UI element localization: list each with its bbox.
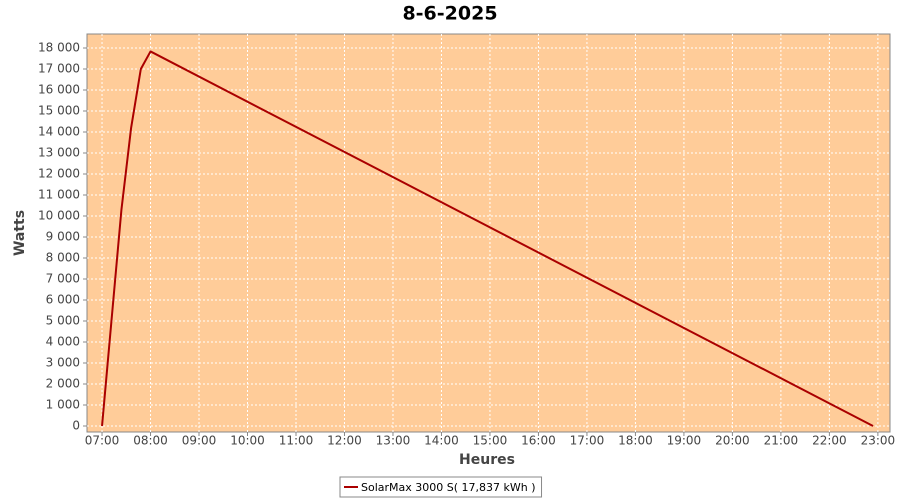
y-tick-label: 10 000 xyxy=(38,209,80,223)
legend-label: SolarMax 3000 S( 17,837 kWh ) xyxy=(361,481,536,494)
x-tick-label: 08:00 xyxy=(133,434,168,448)
x-tick-label: 19:00 xyxy=(667,434,702,448)
y-tick-label: 0 xyxy=(72,418,80,432)
y-tick-label: 3 000 xyxy=(46,355,80,369)
y-tick-label: 13 000 xyxy=(38,146,80,160)
x-tick-label: 11:00 xyxy=(279,434,314,448)
x-tick-label: 21:00 xyxy=(764,434,799,448)
y-tick-label: 18 000 xyxy=(38,41,80,55)
x-tick-label: 17:00 xyxy=(570,434,605,448)
y-tick-label: 1 000 xyxy=(46,397,80,411)
x-axis-label: Heures xyxy=(459,452,515,468)
x-tick-label: 20:00 xyxy=(715,434,750,448)
y-tick-label: 15 000 xyxy=(38,104,80,118)
y-tick-label: 8 000 xyxy=(46,250,80,264)
series-line xyxy=(101,50,874,427)
y-tick-label: 14 000 xyxy=(38,125,80,139)
y-tick-label: 5 000 xyxy=(46,313,80,327)
x-tick-label: 10:00 xyxy=(230,434,265,448)
y-tick-label: 4 000 xyxy=(46,334,80,348)
y-tick-label: 16 000 xyxy=(38,83,80,97)
y-axis-label: Watts xyxy=(12,210,28,256)
legend: SolarMax 3000 S( 17,837 kWh ) xyxy=(339,476,543,498)
y-tick-label: 7 000 xyxy=(46,271,80,285)
y-tick-label: 2 000 xyxy=(46,376,80,390)
x-tick-label: 22:00 xyxy=(812,434,847,448)
x-tick-label: 18:00 xyxy=(618,434,653,448)
x-tick-label: 07:00 xyxy=(85,434,120,448)
x-tick-label: 12:00 xyxy=(327,434,362,448)
y-tick-label: 6 000 xyxy=(46,292,80,306)
y-tick-label: 17 000 xyxy=(38,62,80,76)
x-tick-label: 14:00 xyxy=(424,434,459,448)
y-tick-label: 12 000 xyxy=(38,167,80,181)
chart-title: 8-6-2025 xyxy=(402,3,497,25)
x-tick-label: 13:00 xyxy=(376,434,411,448)
x-tick-label: 23:00 xyxy=(861,434,896,448)
legend-box xyxy=(339,476,543,498)
y-tick-label: 11 000 xyxy=(38,188,80,202)
x-tick-label: 15:00 xyxy=(473,434,508,448)
x-tick-label: 16:00 xyxy=(521,434,556,448)
x-tick-label: 09:00 xyxy=(182,434,217,448)
y-tick-label: 9 000 xyxy=(46,230,80,244)
